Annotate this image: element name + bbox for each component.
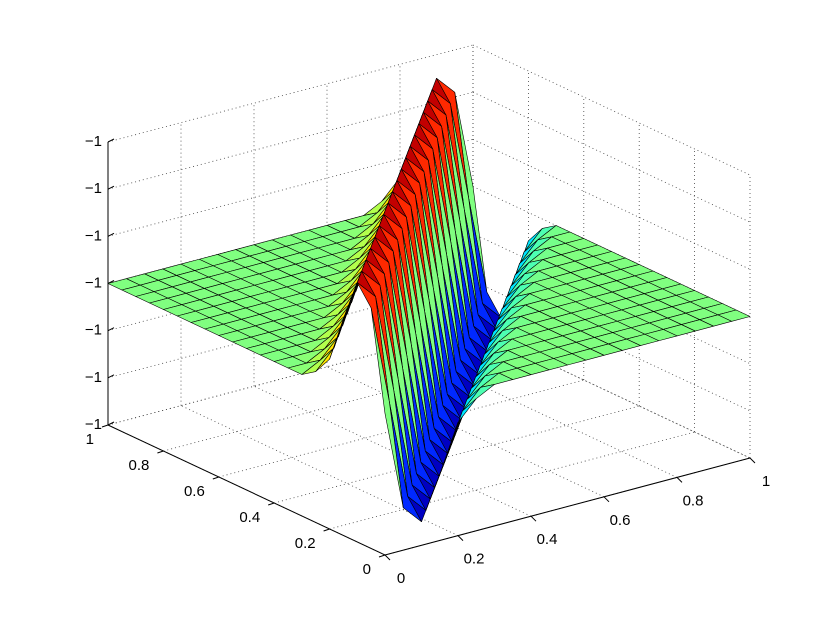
z-tick-label: −1 <box>85 416 102 433</box>
grid-line <box>472 44 751 176</box>
z-tick <box>107 327 115 332</box>
y-tick-label: 0.8 <box>129 457 150 474</box>
grid-line <box>472 138 751 270</box>
x-tick <box>384 554 391 561</box>
y-tick <box>157 450 164 454</box>
grid-line <box>107 91 474 190</box>
grid-line <box>107 138 474 237</box>
grid-line <box>107 44 474 143</box>
surface-cell <box>370 307 404 509</box>
x-tick <box>749 457 756 464</box>
z-tick-label: −1 <box>85 369 102 386</box>
y-tick <box>323 528 330 532</box>
y-tick-label: 0.4 <box>239 509 260 526</box>
y-tick <box>101 424 109 428</box>
grid-line <box>274 405 640 504</box>
x-tick-label: 0.2 <box>464 551 485 568</box>
z-tick-label: −1 <box>85 180 102 197</box>
y-tick <box>378 554 386 558</box>
z-tick <box>107 421 115 426</box>
x-tick-label: 1 <box>762 473 770 490</box>
x-tick-label: 0.8 <box>683 492 704 509</box>
axis-line <box>107 424 386 556</box>
grid-line <box>399 347 678 478</box>
y-tick-label: 0.6 <box>184 483 205 500</box>
z-tick-label: −1 <box>85 227 102 244</box>
grid-line <box>163 353 529 452</box>
grid-line <box>472 91 751 223</box>
z-tick-label: −1 <box>85 322 102 339</box>
x-tick-label: 0 <box>397 570 405 587</box>
z-tick-label: −1 <box>85 274 102 291</box>
x-tick <box>603 496 610 503</box>
z-tick <box>107 185 115 190</box>
x-tick <box>676 477 683 483</box>
grid-line <box>107 327 474 426</box>
z-tick <box>107 138 115 143</box>
z-tick <box>107 374 115 379</box>
x-tick <box>457 535 464 541</box>
x-tick <box>530 515 537 522</box>
grid-line <box>329 431 695 530</box>
y-tick-label: 0 <box>363 561 371 578</box>
x-tick-label: 0.6 <box>610 512 631 529</box>
x-tick-label: 0.4 <box>537 531 558 548</box>
grid-line <box>180 405 459 536</box>
y-tick-label: 1 <box>86 431 94 448</box>
axis-line <box>384 457 751 556</box>
y-tick <box>268 502 275 506</box>
y-tick-label: 0.2 <box>295 535 316 552</box>
grid-line <box>472 327 751 459</box>
z-tick <box>107 232 115 237</box>
y-tick <box>212 476 219 480</box>
z-tick-label: −1 <box>85 133 102 150</box>
grid-line <box>326 366 605 498</box>
